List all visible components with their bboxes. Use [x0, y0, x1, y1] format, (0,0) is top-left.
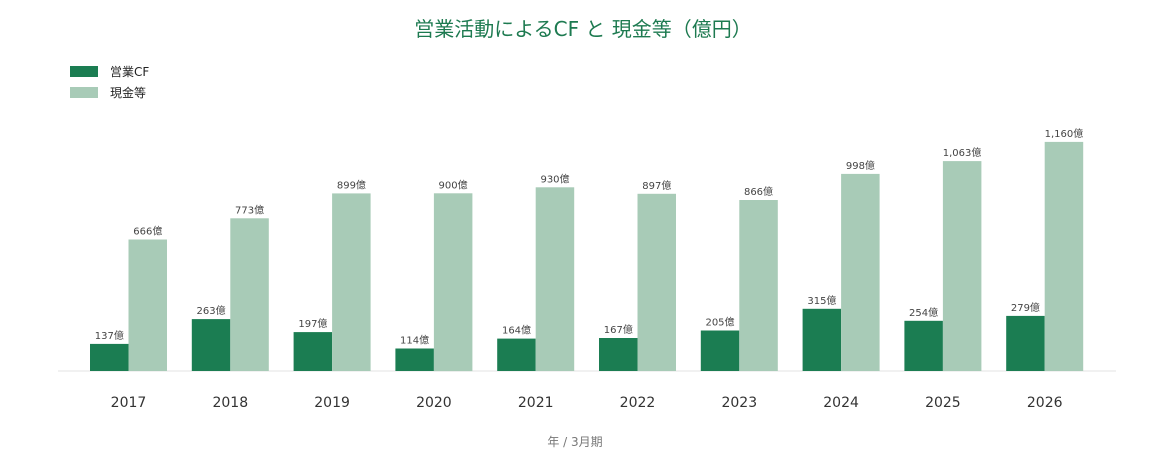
- data-label-operating-cf-2018: 263億: [197, 304, 226, 317]
- bar-cash-2026: [1044, 141, 1084, 371]
- legend: 営業CF 現金等: [70, 65, 149, 100]
- data-label-cash-2022: 897億: [642, 179, 671, 192]
- bar-operating-cf-2026: [1006, 315, 1045, 371]
- data-label-cash-2018: 773億: [235, 203, 264, 216]
- data-label-operating-cf-2023: 205億: [705, 316, 734, 329]
- bar-operating-cf-2022: [599, 338, 638, 371]
- bar-cash-2020: [433, 193, 473, 372]
- x-tick-label-2025: 2025: [925, 395, 961, 411]
- data-label-cash-2026: 1,160億: [1045, 127, 1084, 140]
- x-tick-label-2019: 2019: [314, 395, 350, 411]
- data-label-cash-2021: 930億: [540, 172, 569, 185]
- bar-operating-cf-2024: [802, 308, 842, 371]
- data-label-operating-cf-2024: 315億: [807, 294, 836, 307]
- bar-operating-cf-2020: [395, 348, 434, 371]
- bar-operating-cf-2025: [904, 320, 943, 371]
- data-label-operating-cf-2017: 137億: [95, 329, 124, 342]
- bar-cash-2024: [841, 173, 880, 371]
- x-tick-label-2023: 2023: [721, 395, 757, 411]
- x-tick-label-2020: 2020: [416, 395, 452, 411]
- data-label-cash-2020: 900億: [439, 178, 468, 191]
- data-label-cash-2017: 666億: [133, 225, 162, 238]
- legend-label-operating-cf: 営業CF: [110, 65, 149, 79]
- data-label-operating-cf-2019: 197億: [298, 317, 327, 330]
- data-label-operating-cf-2021: 164億: [502, 324, 531, 337]
- bar-cash-2025: [942, 161, 982, 371]
- bar-operating-cf-2018: [191, 319, 231, 371]
- chart-title: 営業活動によるCF と 現金等（億円）: [414, 17, 752, 41]
- data-label-operating-cf-2026: 279億: [1011, 301, 1040, 314]
- data-label-cash-2025: 1,063億: [943, 146, 982, 159]
- legend-label-cash: 現金等: [110, 85, 146, 100]
- data-label-cash-2019: 899億: [337, 178, 366, 191]
- bar-cash-2019: [332, 193, 371, 371]
- data-label-cash-2024: 998億: [846, 159, 875, 172]
- x-tick-labels: 2017 2018 2019 2020 2021 2022 2023 2024 2025 2026: [111, 395, 1063, 411]
- bar-operating-cf-2019: [293, 332, 333, 371]
- bar-operating-cf-2017: [90, 343, 129, 371]
- data-label-operating-cf-2020: 114億: [400, 334, 429, 347]
- bar-operating-cf-2021: [497, 338, 536, 371]
- x-tick-label-2026: 2026: [1027, 395, 1063, 411]
- legend-swatch-cash: [70, 87, 98, 98]
- bar-operating-cf-2023: [700, 330, 740, 371]
- x-axis-label: 年 / 3月期: [547, 435, 602, 449]
- data-label-cash-2023: 866億: [744, 185, 773, 198]
- x-tick-label-2018: 2018: [212, 395, 248, 411]
- x-tick-label-2022: 2022: [620, 395, 656, 411]
- bar-cash-2018: [230, 218, 269, 371]
- x-tick-label-2017: 2017: [111, 395, 147, 411]
- bars-group: 137億 666億 263億 773億 197億 899億 114億 900億 164億 930億…: [90, 127, 1084, 372]
- bar-cash-2022: [637, 193, 676, 371]
- bar-cash-2017: [128, 239, 167, 371]
- data-label-operating-cf-2025: 254億: [909, 306, 938, 319]
- x-tick-label-2021: 2021: [518, 395, 554, 411]
- legend-swatch-operating-cf: [70, 66, 98, 77]
- data-label-operating-cf-2022: 167億: [604, 323, 633, 336]
- bar-cash-2021: [535, 187, 575, 371]
- bar-cash-2023: [739, 200, 778, 371]
- x-tick-label-2024: 2024: [823, 395, 859, 411]
